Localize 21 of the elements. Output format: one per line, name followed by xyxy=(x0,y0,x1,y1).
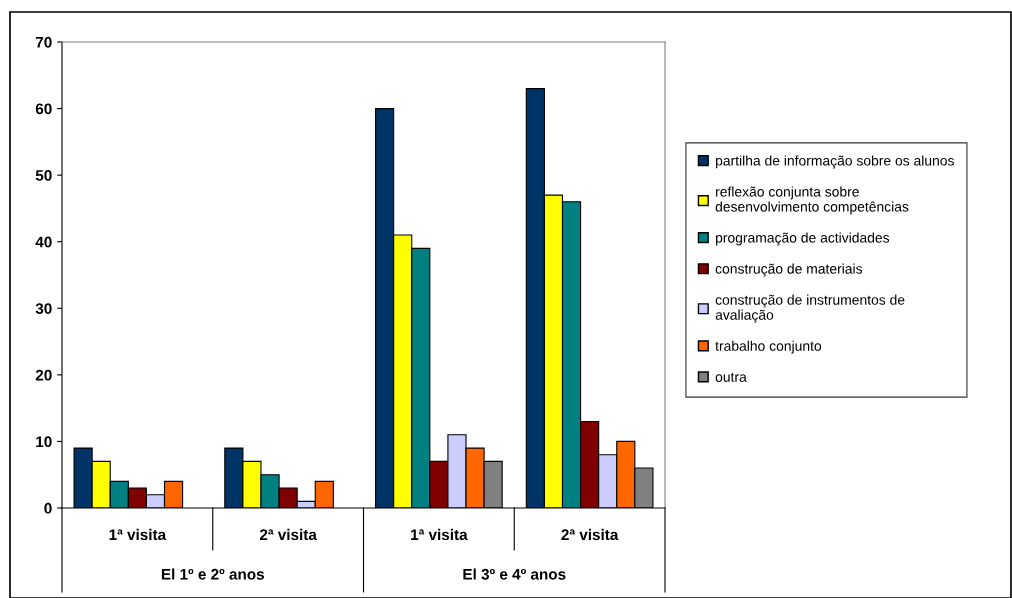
legend-label: reflexão conjunta sobre desenvolvimento competências xyxy=(715,186,909,215)
legend-label: programação de actividades xyxy=(716,232,890,246)
y-tick-label: 10 xyxy=(36,436,52,448)
text: El 3º e 4º anos xyxy=(463,568,566,580)
y-tick-label: 0 xyxy=(44,502,52,514)
legend-label: outra xyxy=(715,372,747,382)
legend-label: trabalho conjunto xyxy=(715,340,822,354)
text: El 1º e 2º anos xyxy=(161,568,264,580)
legend-label: construção de instrumentos de avaliação xyxy=(715,294,905,323)
x-tick-label: 1ª visita xyxy=(109,528,167,541)
y-tick-label: 50 xyxy=(35,170,52,181)
y-tick-label: 30 xyxy=(35,303,52,314)
y-tick-label: 60 xyxy=(35,103,52,115)
y-tick-label: 40 xyxy=(35,236,52,248)
x-tick-label: 2ª visita xyxy=(259,528,317,541)
legend-label: partilha de informação sobre os alunos xyxy=(716,155,954,169)
x-tick-label: 2ª visita xyxy=(561,528,619,541)
x-tick-label: 1ª visita xyxy=(411,528,468,541)
legend-label: construção de materiais xyxy=(715,263,863,277)
y-tick-label: 70 xyxy=(35,36,52,48)
y-tick-label: 20 xyxy=(35,369,52,381)
